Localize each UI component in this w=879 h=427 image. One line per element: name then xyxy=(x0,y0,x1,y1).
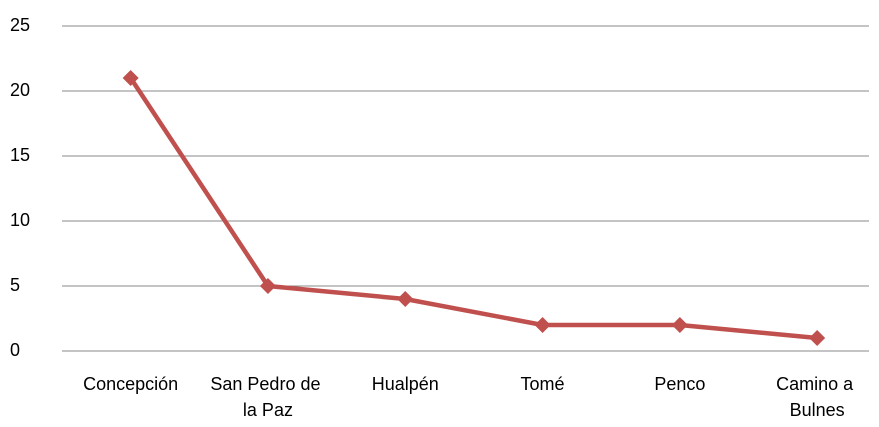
y-tick-label: 10 xyxy=(10,210,30,230)
y-tick-label: 0 xyxy=(10,340,20,360)
x-tick-label: Tomé xyxy=(521,374,565,394)
marker xyxy=(259,278,276,294)
x-tick-label: Camino a Bulnes xyxy=(776,374,858,420)
marker xyxy=(534,317,551,333)
marker xyxy=(122,70,139,86)
x-tick-label: San Pedro de la Paz xyxy=(210,374,325,420)
series-line xyxy=(128,76,818,341)
marker xyxy=(671,317,688,333)
x-tick-label: Hualpén xyxy=(372,374,439,394)
y-tick-label: 25 xyxy=(10,15,30,35)
x-tick-label: Concepción xyxy=(83,374,178,394)
y-tick-label: 20 xyxy=(10,80,30,100)
y-tick-label: 5 xyxy=(10,275,20,295)
y-tick-label: 15 xyxy=(10,145,30,165)
marker xyxy=(397,291,414,307)
marker xyxy=(809,330,826,346)
x-tick-label: Penco xyxy=(654,374,705,394)
